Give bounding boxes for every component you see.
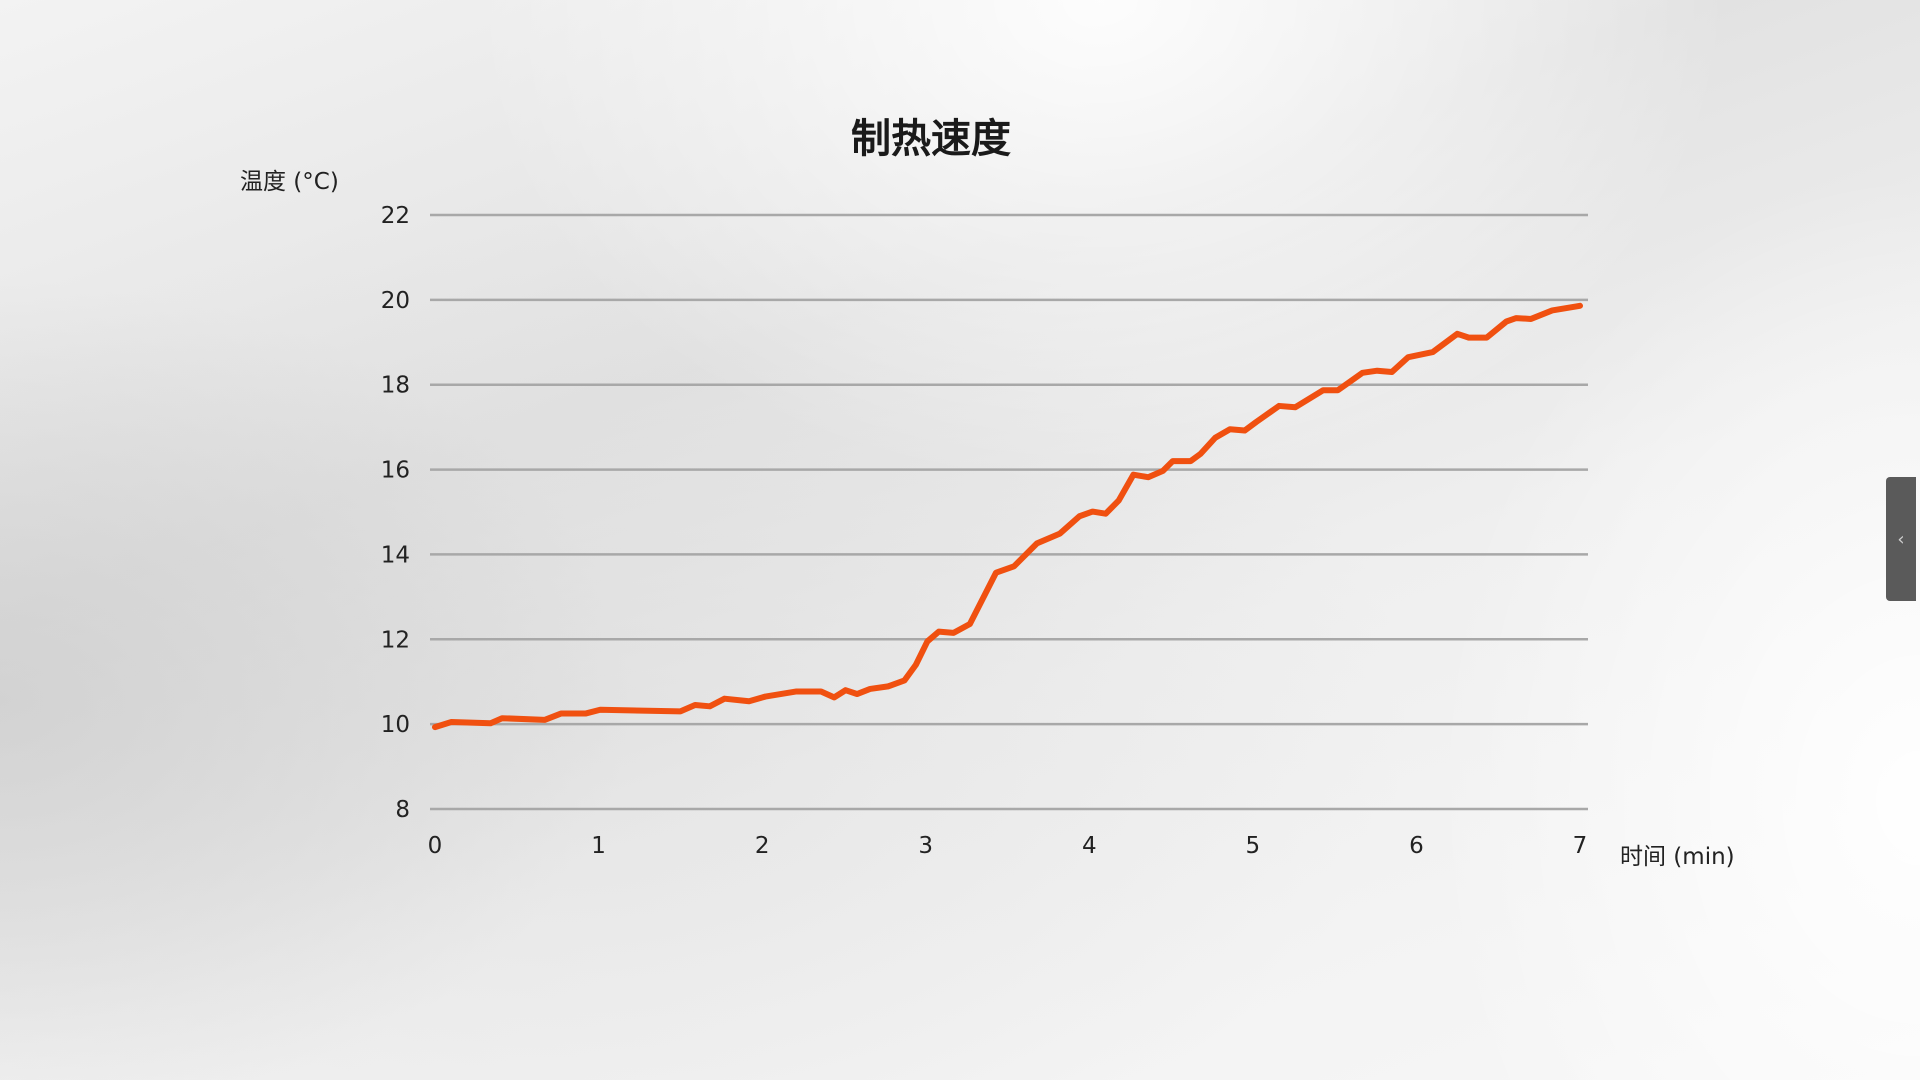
y-tick-label: 8 — [395, 797, 410, 823]
x-tick-label: 4 — [1082, 833, 1097, 859]
x-tick-label: 3 — [918, 833, 933, 859]
y-tick-label: 22 — [381, 203, 410, 229]
y-tick-label: 18 — [381, 373, 410, 399]
x-tick-labels: 0 1 2 3 4 5 6 7 — [428, 833, 1588, 859]
side-panel-toggle[interactable]: ‹ — [1886, 477, 1916, 601]
y-tick-label: 20 — [381, 288, 410, 314]
y-axis-label: 温度 (°C) — [240, 169, 339, 195]
y-tick-label: 14 — [381, 542, 410, 568]
y-tick-label: 16 — [381, 458, 410, 484]
gridlines — [430, 213, 1588, 811]
x-tick-label: 6 — [1409, 833, 1424, 859]
x-tick-label: 1 — [591, 833, 606, 859]
y-tick-label: 12 — [381, 627, 410, 653]
chart-title: 制热速度 — [851, 116, 1011, 162]
x-tick-label: 0 — [428, 833, 443, 859]
x-tick-label: 2 — [755, 833, 770, 859]
x-tick-label: 7 — [1573, 833, 1588, 859]
chevron-left-icon: ‹ — [1897, 528, 1905, 550]
x-axis-label: 时间 (min) — [1620, 844, 1735, 870]
x-tick-label: 5 — [1246, 833, 1261, 859]
y-tick-labels: 8 10 12 14 16 18 20 22 — [381, 203, 410, 823]
series-line — [432, 302, 1583, 731]
data-points — [434, 305, 1581, 728]
y-tick-label: 10 — [381, 712, 410, 738]
